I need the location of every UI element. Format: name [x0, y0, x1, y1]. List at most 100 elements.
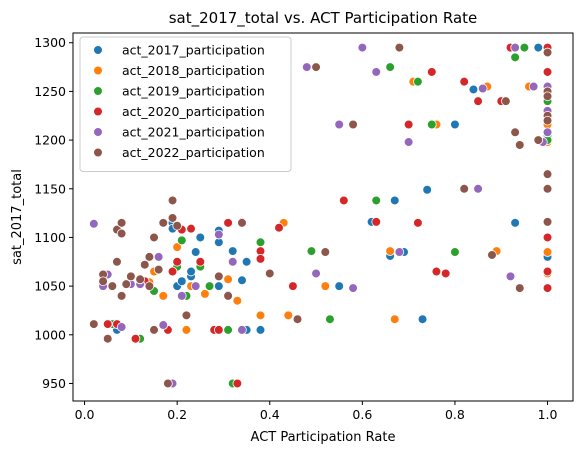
data-point [214, 271, 224, 282]
data-point [510, 218, 520, 228]
data-point [177, 291, 187, 301]
data-point [533, 42, 544, 53]
data-point [394, 247, 405, 257]
data-point [514, 140, 525, 150]
data-point [320, 247, 331, 257]
data-point [320, 281, 331, 291]
legend-label: act_2022_participation [122, 145, 265, 160]
data-point [477, 83, 488, 94]
data-point [190, 281, 201, 291]
data-point [301, 62, 312, 72]
data-point [431, 266, 442, 277]
data-point [422, 184, 432, 195]
legend-marker [93, 147, 103, 158]
data-point [172, 256, 182, 267]
data-point [89, 319, 99, 329]
data-point [542, 183, 553, 194]
data-point [450, 119, 460, 130]
data-point [177, 235, 187, 246]
chart-title: sat_2017_total vs. ACT Participation Rat… [169, 9, 478, 28]
data-point [167, 266, 178, 277]
legend-marker [93, 106, 103, 117]
x-tick-label: 0.8 [445, 407, 465, 422]
data-point [528, 81, 539, 92]
data-point [255, 310, 266, 321]
legend-label: act_2017_participation [122, 43, 265, 58]
data-point [139, 259, 150, 270]
y-tick-label: 1100 [34, 230, 66, 245]
y-tick-label: 1050 [34, 279, 66, 294]
data-point [542, 169, 553, 179]
data-point [426, 67, 437, 77]
x-axis-ticks: 0.0 0.2 0.4 0.6 0.8 1.0 [75, 401, 558, 422]
data-point [167, 213, 178, 223]
data-point [116, 218, 127, 228]
data-point [130, 333, 141, 344]
data-point [542, 266, 553, 277]
data-point [223, 291, 233, 301]
data-point [450, 247, 460, 257]
data-point [255, 254, 266, 264]
data-point [385, 246, 395, 256]
x-tick-label: 1.0 [538, 407, 558, 422]
data-point [223, 274, 233, 285]
chart-legend: act_2017_participation act_2018_participa… [79, 36, 292, 172]
data-point [389, 314, 400, 325]
data-point [542, 115, 553, 126]
data-point [144, 281, 155, 291]
data-point [542, 47, 553, 58]
data-point [514, 283, 525, 293]
data-point [311, 268, 321, 279]
data-point [505, 271, 516, 282]
data-point [98, 276, 108, 287]
data-point [204, 281, 215, 291]
data-point [102, 319, 113, 329]
data-point [237, 218, 247, 228]
data-point [348, 283, 358, 293]
x-tick-label: 0.6 [352, 407, 372, 422]
data-point [153, 252, 164, 262]
data-point [237, 275, 247, 286]
data-point [177, 276, 187, 287]
data-point [334, 281, 345, 291]
data-point [112, 256, 122, 267]
data-point [413, 76, 423, 87]
data-point [153, 264, 164, 275]
data-point [190, 247, 201, 257]
data-point [473, 96, 483, 106]
data-point [371, 217, 382, 227]
data-point [158, 320, 169, 330]
data-point [510, 127, 520, 138]
data-point [214, 229, 224, 240]
data-point [214, 281, 224, 291]
x-tick-label: 0.0 [75, 407, 95, 422]
data-point [389, 195, 400, 206]
data-point [473, 183, 483, 194]
data-point [292, 314, 303, 325]
data-point [510, 42, 520, 53]
legend-label: act_2021_participation [122, 125, 265, 140]
y-axis-ticks: 950 1000 1050 1100 1150 1200 1250 1300 [34, 35, 73, 391]
data-point [223, 218, 233, 228]
data-point [149, 325, 159, 335]
data-point [542, 283, 553, 293]
data-point [357, 42, 368, 53]
data-point [403, 137, 414, 147]
data-point [542, 217, 553, 227]
data-point [325, 314, 335, 325]
legend-item: act_2019_participation [93, 84, 265, 99]
legend-marker [93, 127, 103, 137]
legend-marker [93, 45, 103, 55]
data-point [227, 256, 238, 267]
data-point [542, 247, 553, 257]
data-point [542, 127, 553, 138]
data-point [487, 250, 497, 260]
data-point [255, 237, 266, 248]
data-point [172, 220, 182, 231]
legend-item: act_2018_participation [93, 63, 265, 78]
legend-label: act_2019_participation [122, 84, 265, 99]
data-point [339, 195, 349, 206]
data-point [306, 246, 317, 256]
data-point [264, 268, 275, 279]
